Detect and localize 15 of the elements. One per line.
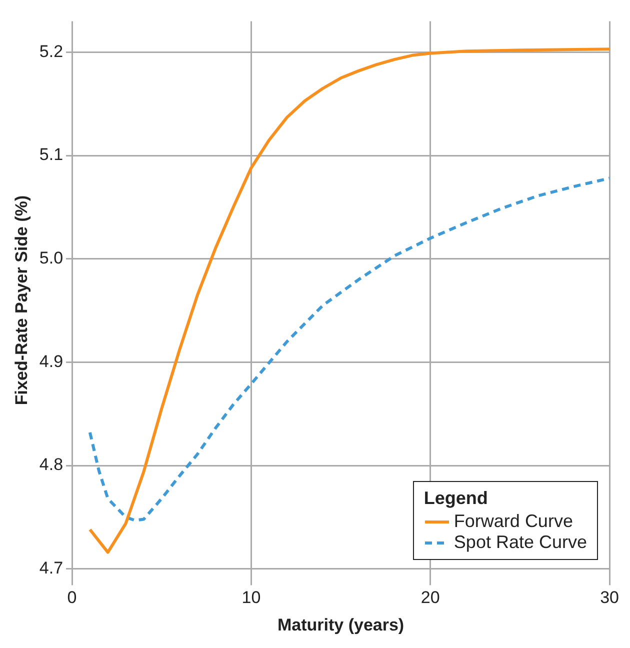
y-axis-title: Fixed-Rate Payer Side (%) [12, 195, 31, 406]
y-tick-label: 4.9 [39, 352, 64, 371]
x-axis-title: Maturity (years) [277, 615, 404, 634]
legend-title: Legend [424, 488, 489, 509]
y-tick-label: 5.1 [39, 145, 64, 164]
legend-label: Forward Curve [454, 511, 573, 532]
legend-label: Spot Rate Curve [454, 532, 587, 553]
y-tick-label: 5.2 [39, 42, 64, 61]
x-tick-label: 0 [67, 588, 77, 608]
y-tick-label: 5.0 [39, 248, 64, 268]
x-tick-label: 10 [242, 588, 261, 608]
y-tick-label: 4.7 [39, 558, 64, 578]
x-tick-label: 20 [420, 588, 440, 608]
x-tick-label: 30 [600, 588, 620, 608]
y-tick-label: 4.8 [39, 455, 64, 474]
